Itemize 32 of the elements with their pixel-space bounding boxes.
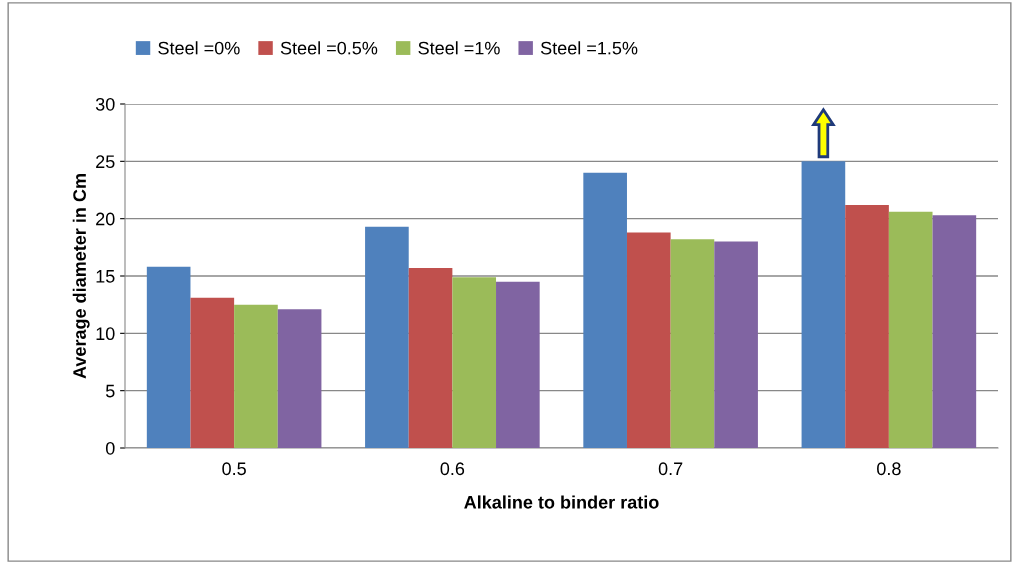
- bar: [496, 281, 540, 448]
- bar: [583, 172, 627, 448]
- bar: [714, 241, 758, 448]
- y-tick-label: 15: [96, 270, 115, 283]
- x-axis-title: Alkaline to binder ratio: [464, 495, 659, 509]
- legend-label: Steel =0%: [158, 41, 240, 55]
- bar: [932, 215, 977, 448]
- bar: [845, 204, 889, 448]
- legend-label: Steel =1.5%: [540, 41, 638, 55]
- bar: [146, 266, 191, 448]
- y-tick-label: 20: [96, 212, 115, 226]
- y-tick-label: 25: [96, 155, 115, 169]
- y-tick-label: 5: [105, 384, 115, 398]
- bar: [234, 304, 278, 448]
- y-axis-title: Average diameter in Cm: [72, 174, 90, 379]
- bar: [452, 277, 497, 448]
- x-tick-label: 0.8: [877, 462, 901, 476]
- y-tick-label: 10: [96, 327, 115, 341]
- bar: [408, 267, 453, 448]
- legend-label: Steel =0.5%: [280, 41, 378, 55]
- bar: [190, 297, 235, 448]
- legend-label: Steel =1%: [418, 41, 500, 55]
- bar: [888, 211, 933, 448]
- x-tick-label: 0.6: [440, 462, 465, 476]
- y-tick-label: 30: [95, 97, 115, 111]
- bar: [277, 309, 322, 448]
- x-tick-label: 0.7: [658, 462, 683, 476]
- bar: [365, 226, 409, 448]
- y-tick-label: 0: [105, 441, 115, 455]
- x-tick-label: 0.5: [222, 462, 246, 476]
- bar: [626, 232, 671, 448]
- bar: [670, 239, 715, 448]
